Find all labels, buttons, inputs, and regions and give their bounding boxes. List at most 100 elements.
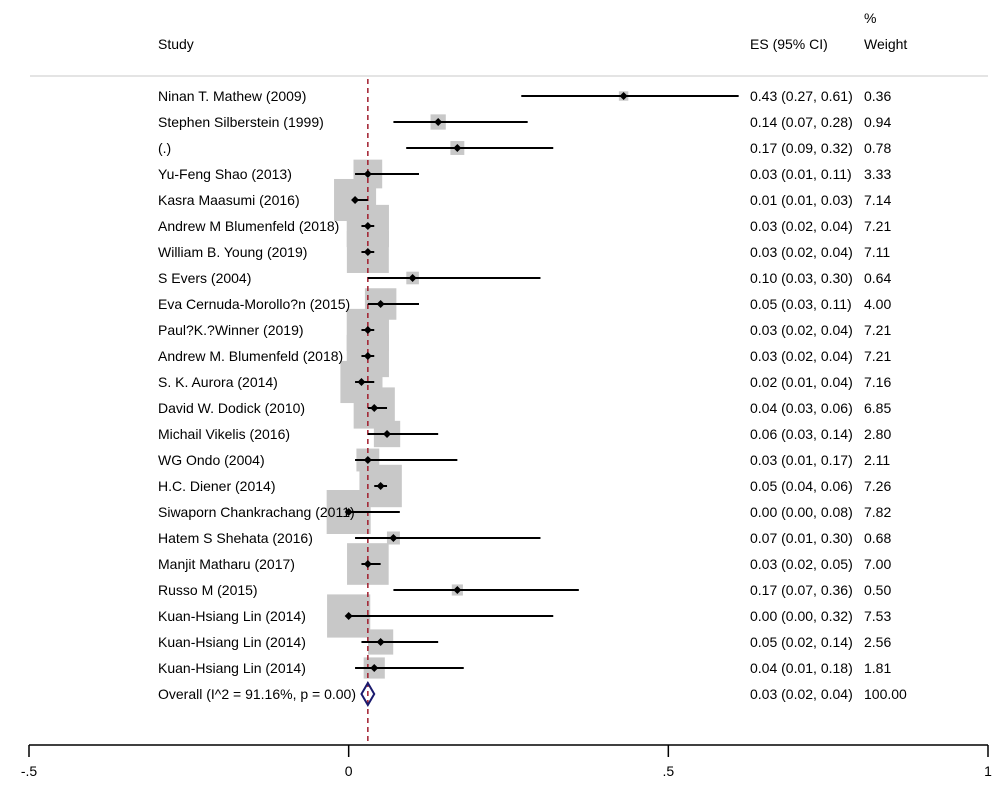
weight-text: 7.16	[864, 374, 891, 390]
point-estimate	[363, 326, 372, 334]
weight-text: 7.21	[864, 348, 891, 364]
study-label: Russo M (2015)	[158, 582, 258, 598]
point-estimate	[363, 222, 372, 230]
es-text: 0.03 (0.02, 0.04)	[750, 322, 853, 338]
es-text: 0.00 (0.00, 0.08)	[750, 504, 853, 520]
weight-text: 7.26	[864, 478, 891, 494]
point-estimate	[434, 118, 443, 126]
study-label: David W. Dodick (2010)	[158, 400, 305, 416]
point-estimate	[363, 352, 372, 360]
study-label: S Evers (2004)	[158, 270, 251, 286]
study-label: Andrew M. Blumenfeld (2018)	[158, 348, 343, 364]
es-text: 0.14 (0.07, 0.28)	[750, 114, 853, 130]
study-label: Michail Vikelis (2016)	[158, 426, 290, 442]
study-label: Kuan-Hsiang Lin (2014)	[158, 634, 306, 650]
header-study: Study	[158, 36, 194, 52]
es-text: 0.03 (0.02, 0.04)	[750, 244, 853, 260]
study-label: Stephen Silberstein (1999)	[158, 114, 324, 130]
weight-text: 2.11	[864, 452, 890, 468]
es-text: 0.00 (0.00, 0.32)	[750, 608, 853, 624]
es-text: 0.05 (0.02, 0.14)	[750, 634, 853, 650]
weight-text: 7.11	[864, 244, 890, 260]
es-text: 0.03 (0.01, 0.11)	[750, 166, 852, 182]
point-estimate	[376, 300, 385, 308]
header-weight: Weight	[864, 36, 907, 52]
study-label: Manjit Matharu (2017)	[158, 556, 295, 572]
x-tick-label: .5	[662, 763, 674, 779]
study-label: Kuan-Hsiang Lin (2014)	[158, 608, 306, 624]
weight-text: 2.56	[864, 634, 891, 650]
effect-size-texts: 0.43 (0.27, 0.61) 0.14 (0.07, 0.28) 0.17 (…	[750, 88, 853, 702]
study-label: William B. Young (2019)	[158, 244, 307, 260]
weight-text: 0.36	[864, 88, 891, 104]
study-labels: Ninan T. Mathew (2009) Stephen Silberstei…	[158, 88, 356, 702]
point-estimate	[363, 170, 372, 178]
study-label: Hatem S Shehata (2016)	[158, 530, 313, 546]
weight-text: 0.94	[864, 114, 891, 130]
weight-text: 4.00	[864, 296, 891, 312]
point-estimate	[363, 560, 372, 568]
header-weight-percent: %	[864, 10, 876, 26]
point-estimate	[383, 430, 392, 438]
weight-text: 7.00	[864, 556, 891, 572]
es-text: 0.07 (0.01, 0.30)	[750, 530, 853, 546]
point-estimate	[351, 196, 360, 204]
x-tick-label: 0	[345, 763, 353, 779]
x-axis: -.5 0 .5 1	[21, 744, 992, 779]
es-text: 0.02 (0.01, 0.04)	[750, 374, 853, 390]
header-es: ES (95% CI)	[750, 36, 828, 52]
confidence-intervals	[348, 95, 739, 669]
point-estimate	[453, 144, 462, 152]
weight-text: 7.82	[864, 504, 891, 520]
study-label: H.C. Diener (2014)	[158, 478, 276, 494]
point-estimate	[370, 664, 379, 672]
weight-text: 7.53	[864, 608, 891, 624]
overall-weight-text: 100.00	[864, 686, 907, 702]
point-estimate	[408, 274, 417, 282]
x-tick-label: -.5	[21, 763, 38, 779]
study-label: Eva Cernuda-Morollo?n (2015)	[158, 296, 350, 312]
point-estimate	[453, 586, 462, 594]
point-estimate	[344, 612, 353, 620]
point-estimate	[619, 92, 628, 100]
es-text: 0.03 (0.02, 0.04)	[750, 348, 853, 364]
es-text: 0.06 (0.03, 0.14)	[750, 426, 853, 442]
es-text: 0.05 (0.03, 0.11)	[750, 296, 852, 312]
es-text: 0.17 (0.09, 0.32)	[750, 140, 853, 156]
es-text: 0.10 (0.03, 0.30)	[750, 270, 853, 286]
point-estimate	[370, 404, 379, 412]
weight-text: 7.21	[864, 218, 891, 234]
es-text: 0.03 (0.02, 0.05)	[750, 556, 853, 572]
point-estimate	[363, 456, 372, 464]
point-estimates	[344, 92, 628, 707]
study-label: S. K. Aurora (2014)	[158, 374, 278, 390]
es-text: 0.05 (0.04, 0.06)	[750, 478, 853, 494]
weight-text: 0.78	[864, 140, 891, 156]
weight-text: 2.80	[864, 426, 891, 442]
study-label: Andrew M Blumenfeld (2018)	[158, 218, 339, 234]
weight-text: 1.81	[864, 660, 891, 676]
weight-text: 0.64	[864, 270, 891, 286]
weight-text: 3.33	[864, 166, 891, 182]
study-label: Kuan-Hsiang Lin (2014)	[158, 660, 306, 676]
overall-diamond	[360, 681, 376, 707]
point-estimate	[389, 534, 398, 542]
es-text: 0.43 (0.27, 0.61)	[750, 88, 853, 104]
es-text: 0.03 (0.02, 0.04)	[750, 218, 853, 234]
point-estimate	[357, 378, 366, 386]
study-label: Yu-Feng Shao (2013)	[158, 166, 292, 182]
weight-text: 6.85	[864, 400, 891, 416]
overall-es-text: 0.03 (0.02, 0.04)	[750, 686, 853, 702]
x-tick-label: 1	[984, 763, 992, 779]
study-label: WG Ondo (2004)	[158, 452, 265, 468]
point-estimate	[363, 248, 372, 256]
overall-label: Overall (I^2 = 91.16%, p = 0.00)	[158, 686, 356, 702]
study-label: (.)	[158, 140, 171, 156]
es-text: 0.01 (0.01, 0.03)	[750, 192, 853, 208]
study-label: Siwaporn Chankrachang (2011)	[158, 504, 355, 520]
study-label: Kasra Maasumi (2016)	[158, 192, 300, 208]
weight-text: 0.50	[864, 582, 891, 598]
weight-text: 7.21	[864, 322, 891, 338]
point-estimate	[376, 482, 385, 490]
point-estimate	[376, 638, 385, 646]
